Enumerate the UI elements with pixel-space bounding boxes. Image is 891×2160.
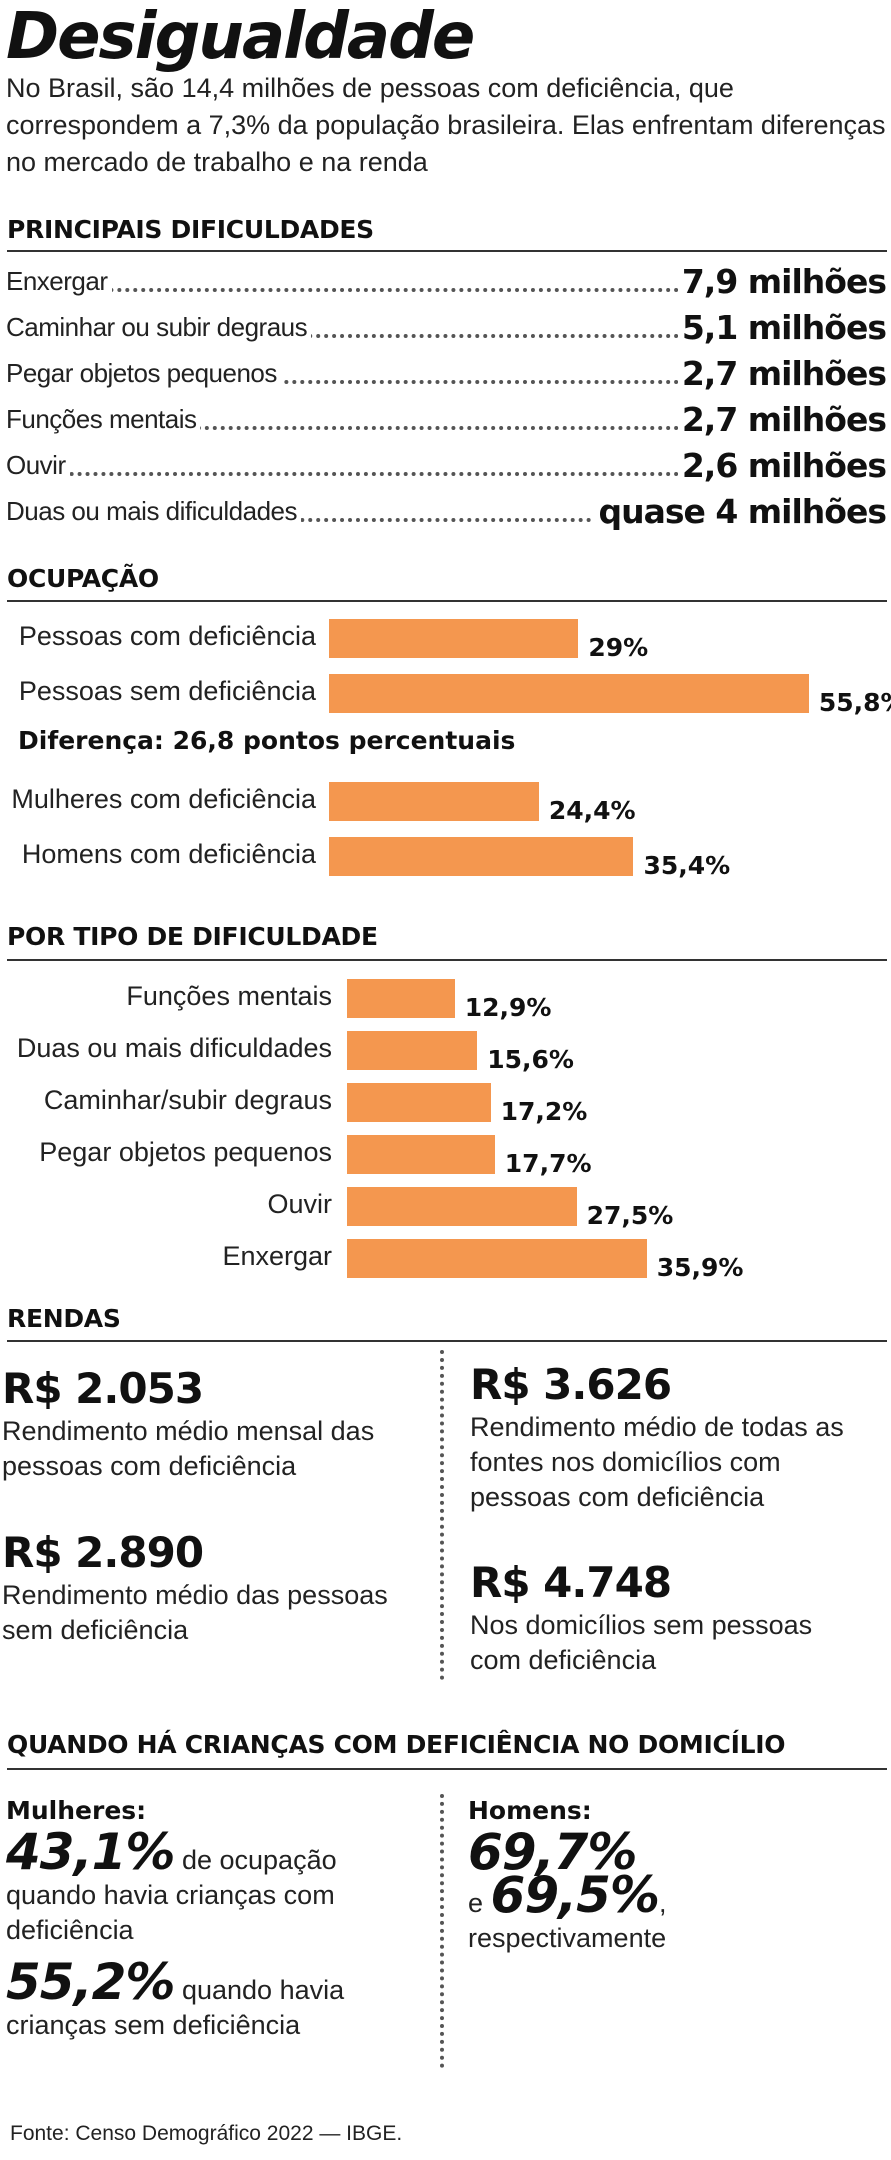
bar-value-label: 35,9% [656,1253,744,1282]
leader-dots [6,380,886,384]
bar-category-label: Funções mentais [126,981,332,1011]
women-text-2b: crianças sem deficiência [6,2010,301,2040]
section-divider [7,600,887,602]
difficulty-label: Enxergar [6,266,112,297]
bar-category-label: Caminhar/subir degraus [43,1085,332,1115]
bar-value-label: 27,5% [586,1201,674,1230]
income-description: Nos domicílios sem pessoas com deficiênc… [470,1610,813,1675]
women-stat-2: 55,2% quando havia crianças sem deficiên… [6,1957,426,2043]
bar [329,674,809,713]
women-text-1a: de ocupação [174,1845,337,1875]
bar [329,619,579,658]
section-title-incomes: RENDAS [7,1304,121,1333]
bar [347,979,455,1018]
section-title-difficulties: PRINCIPAIS DIFICULDADES [7,215,374,244]
women-pct-2: 55,2% [6,1953,175,2011]
women-stat-1: 43,1% de ocupação quando havia crianças … [6,1827,426,1948]
bar-category-label: Ouvir [267,1189,332,1219]
section-title-occupation: OCUPAÇÃO [7,564,159,593]
bar-category-label: Enxergar [222,1241,332,1271]
difference-note: Diferença: 26,8 pontos percentuais [18,726,516,755]
section-divider [7,959,887,961]
bar [347,1083,491,1122]
bar-value-label: 17,7% [504,1149,592,1178]
bar [347,1031,478,1070]
men-pct-1: 69,7% [468,1823,637,1881]
men-heading: Homens: [468,1796,592,1825]
bar-category-label: Pegar objetos pequenos [39,1137,332,1167]
women-text-1b: quando havia crianças com deficiência [6,1880,335,1945]
men-conj: e [468,1888,491,1918]
women-heading: Mulheres: [6,1796,147,1825]
bar-value-label: 29% [588,633,649,662]
bar-category-label: Mulheres com deficiência [11,784,316,814]
difficulty-value: 5,1 milhões [677,308,887,347]
difficulty-row: Caminhar ou subir degraus 5,1 milhões [6,301,887,347]
income-description: Rendimento médio das pessoas sem deficiê… [2,1580,388,1645]
leader-dots [6,426,886,430]
bar [329,837,634,876]
bar-value-label: 12,9% [464,993,552,1022]
difficulty-row: Enxergar 7,9 milhões [6,255,887,301]
income-value: R$ 3.626 [470,1360,672,1409]
difficulty-row: Pegar objetos pequenos 2,7 milhões [6,347,887,393]
section-divider [7,250,887,252]
income-value: R$ 2.890 [2,1528,204,1577]
bar [329,782,539,821]
column-divider [440,1794,444,2068]
difficulty-value: quase 4 milhões [594,492,887,531]
difficulty-value: 2,6 milhões [677,446,887,485]
leader-dots [6,288,886,292]
bar-value-label: 17,2% [500,1097,588,1126]
intro-text: No Brasil, são 14,4 milhões de pessoas c… [6,73,886,177]
section-title-children: QUANDO HÁ CRIANÇAS COM DEFICIÊNCIA NO DO… [7,1730,786,1759]
difficulty-value: 2,7 milhões [677,354,887,393]
leader-dots [6,334,886,338]
men-text: respectivamente [468,1923,667,1953]
difficulty-row: Funções mentais 2,7 milhões [6,393,887,439]
bar [347,1239,647,1278]
page-title: Desigualdade [6,0,475,74]
bar-value-label: 35,4% [643,851,731,880]
income-description: Rendimento médio de todas as fontes nos … [470,1412,844,1512]
bar-category-label: Pessoas com deficiência [18,621,316,651]
leader-dots [6,472,886,476]
section-divider [7,1340,887,1342]
bar-category-label: Duas ou mais dificuldades [16,1033,332,1063]
leader-dots [6,518,886,522]
bar [347,1135,495,1174]
women-pct-1: 43,1% [6,1823,175,1881]
difficulty-value: 2,7 milhões [677,400,887,439]
column-divider [440,1350,444,1680]
difficulty-row: Duas ou mais dificuldades quase 4 milhõe… [6,485,887,531]
source-note: Fonte: Censo Demográfico 2022 — IBGE. [10,2122,403,2145]
income-description: Rendimento médio mensal das pessoas com … [2,1416,375,1481]
difficulty-label: Duas ou mais dificuldades [6,496,301,527]
bar-category-label: Pessoas sem deficiência [18,676,316,706]
men-stat: 69,7% e 69,5%, respectivamente [468,1827,868,1956]
women-text-2a: quando havia [174,1975,345,2005]
bar-value-label: 55,8% [818,688,891,717]
bar-category-label: Homens com deficiência [21,839,316,869]
section-title-by-type: POR TIPO DE DIFICULDADE [7,922,378,951]
difficulty-row: Ouvir 2,6 milhões [6,439,887,485]
bar-value-label: 15,6% [487,1045,574,1074]
difficulty-label: Pegar objetos pequenos [6,358,281,389]
difficulty-label: Ouvir [6,450,70,481]
men-comma: , [659,1888,667,1918]
section-divider [7,1768,887,1770]
difficulty-value: 7,9 milhões [677,262,887,301]
difficulty-label: Funções mentais [6,404,201,435]
income-value: R$ 2.053 [2,1364,204,1413]
men-pct-2: 69,5% [490,1866,660,1924]
difficulty-label: Caminhar ou subir degraus [6,312,312,343]
bar [347,1187,577,1226]
income-value: R$ 4.748 [470,1558,672,1607]
bar-value-label: 24,4% [548,796,636,825]
